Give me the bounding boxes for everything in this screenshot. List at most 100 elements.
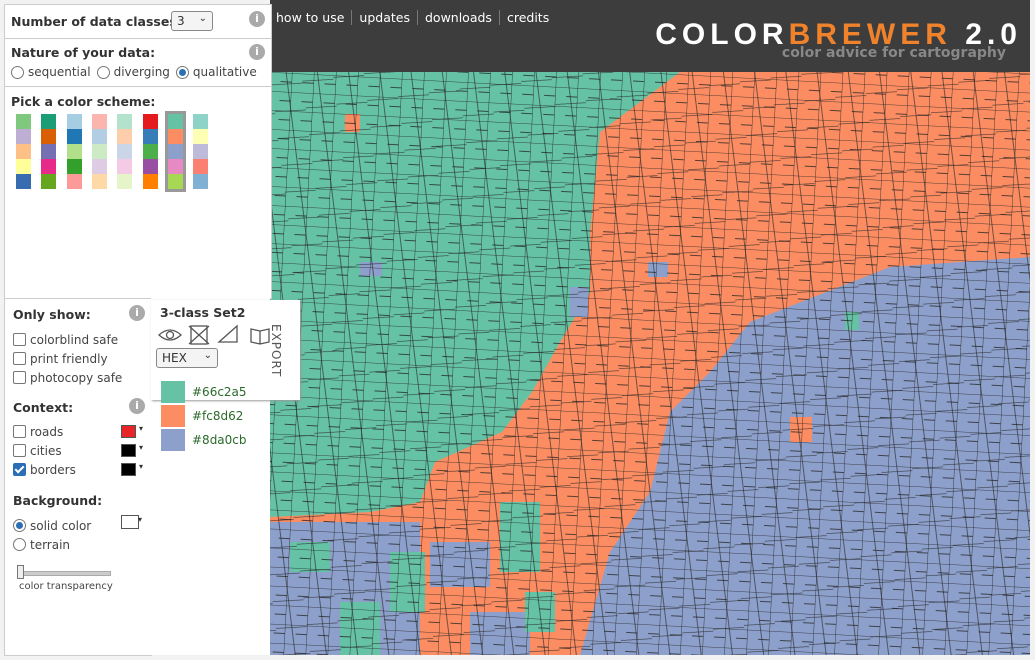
export-tab[interactable]: EXPORT (269, 324, 283, 378)
filter-option[interactable]: photocopy safe (13, 368, 122, 387)
option-label: roads (30, 424, 64, 439)
scheme-swatch (142, 159, 158, 174)
tagline: color advice for cartography (781, 45, 1006, 61)
check-mark (14, 463, 25, 474)
icon-eye[interactable] (158, 329, 182, 341)
scheme-swatch (142, 144, 158, 159)
swatch-arrow: ▾ (139, 424, 144, 433)
scheme[interactable] (164, 111, 186, 192)
icon-book[interactable] (250, 328, 270, 345)
label: Only show: (13, 307, 91, 322)
info-icon[interactable]: i (249, 11, 265, 27)
scheme-swatch (193, 174, 209, 189)
select-arrow: ⌄ (203, 350, 212, 361)
label: Nature of your data: (11, 45, 156, 60)
nature-option[interactable]: sequential (11, 65, 91, 79)
nav-link[interactable]: downloads (416, 10, 499, 25)
map (270, 72, 1030, 655)
info-icon[interactable]: i (129, 305, 145, 321)
swatch-arrow: ▾ (139, 462, 144, 471)
logo-part: BREWER (788, 18, 952, 51)
background-color[interactable] (121, 515, 139, 529)
nav-link[interactable]: how to use (276, 10, 345, 25)
classes-select[interactable]: 3 ⌄ (171, 11, 213, 31)
label: Background: (13, 493, 103, 508)
nature-option[interactable]: diverging (96, 65, 170, 79)
filter-option[interactable]: print friendly (13, 349, 122, 368)
context-options: roads ▾ cities ▾ borders ▾ (13, 422, 145, 479)
legend-hex: #fc8d62 (192, 409, 244, 423)
background-option[interactable]: terrain (13, 535, 91, 554)
context-color[interactable] (121, 425, 136, 438)
swatch-arrow: ▾ (138, 515, 143, 524)
icon-print[interactable] (190, 325, 208, 345)
radio[interactable] (96, 65, 110, 79)
legend-hex: #66c2a5 (192, 385, 247, 399)
checkbox[interactable] (13, 425, 26, 438)
scheme[interactable] (89, 111, 110, 192)
legend-swatch (161, 405, 185, 427)
scheme-swatch (91, 174, 107, 189)
scheme-swatch (66, 159, 82, 174)
scheme[interactable] (64, 111, 85, 192)
slider-handle[interactable] (17, 565, 24, 579)
logo-version: 2.0 (965, 18, 1022, 51)
scheme-swatch (142, 114, 158, 129)
context-option[interactable]: cities ▾ (13, 441, 145, 460)
radio[interactable] (175, 65, 189, 79)
background-option[interactable]: solid color (13, 516, 91, 535)
nature-option[interactable]: qualitative (175, 65, 257, 79)
scheme[interactable] (190, 111, 211, 192)
legend-title: 3-class Set2 (160, 305, 246, 320)
legend-header: 3-class Set2 HEX ⌄ EXPORT (151, 300, 300, 400)
scheme-swatch (117, 114, 133, 129)
checkbox[interactable] (13, 333, 26, 346)
label: Number of data classes: (11, 14, 182, 29)
county-borders (270, 72, 1030, 655)
divider (5, 86, 271, 87)
scheme[interactable] (13, 111, 34, 192)
scheme-swatch (167, 174, 183, 189)
scheme[interactable] (38, 111, 59, 192)
select-arrow: ⌄ (198, 13, 207, 24)
scheme-swatch (16, 159, 31, 174)
filter-option[interactable]: colorblind safe (13, 330, 122, 349)
legend-hex: #8da0cb (192, 433, 247, 447)
scheme[interactable] (114, 111, 135, 192)
nav-link[interactable]: updates (351, 10, 417, 25)
radio[interactable] (11, 65, 24, 79)
scheme[interactable] (140, 111, 161, 192)
context-color[interactable] (121, 463, 136, 476)
icon-photocopy[interactable] (217, 324, 238, 343)
checkbox[interactable] (13, 371, 26, 384)
top-bar: how to use updates downloads credits COLORB… (270, 0, 1030, 72)
slider-label: color transparency (19, 581, 113, 592)
format-select[interactable]: HEX ⌄ (156, 348, 218, 368)
nav: how to use updates downloads credits (276, 10, 556, 25)
scheme-swatch (91, 159, 107, 174)
info-icon[interactable]: i (129, 398, 145, 414)
info-icon[interactable]: i (249, 44, 265, 60)
checkbox[interactable] (13, 352, 26, 365)
context-color[interactable] (121, 444, 136, 457)
scheme-swatch (193, 129, 209, 144)
nav-link[interactable]: credits (498, 10, 556, 25)
scheme-swatch (66, 174, 82, 189)
radio[interactable] (13, 538, 26, 551)
scheme-swatch (91, 144, 107, 159)
radio-dot (16, 522, 23, 529)
context-option[interactable]: roads ▾ (13, 422, 145, 441)
legend-class: #8da0cb (161, 428, 247, 452)
scheme-swatch (16, 114, 31, 129)
legend-swatch (161, 429, 185, 451)
radio-dot (178, 68, 186, 76)
logo-part: COLOR (655, 18, 789, 51)
legend-swatch (161, 381, 185, 403)
radio[interactable] (13, 519, 26, 532)
checkbox[interactable] (13, 444, 26, 457)
checkbox[interactable] (13, 463, 26, 476)
option-label: cities (30, 443, 62, 458)
scheme-swatch (117, 174, 133, 189)
context-option[interactable]: borders ▾ (13, 460, 145, 479)
